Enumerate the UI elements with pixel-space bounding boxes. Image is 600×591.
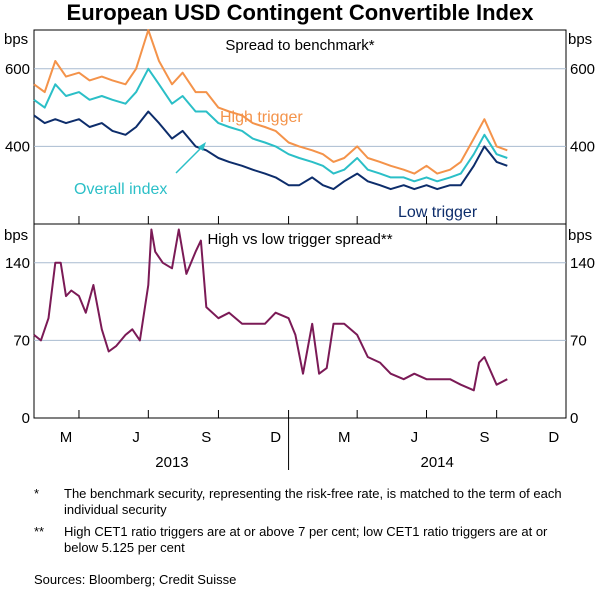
y-tick-label-left: 600 xyxy=(5,61,30,78)
legend-low-trigger: Low trigger xyxy=(398,204,478,221)
x-tick-label: D xyxy=(548,429,559,446)
y-tick-label-right: 140 xyxy=(570,255,595,272)
footnote-text: High CET1 ratio triggers are at or above… xyxy=(64,524,548,555)
y-tick-label-right: 0 xyxy=(570,410,578,427)
footnote-mark: ** xyxy=(34,524,45,539)
axis-layer: 400 400 600 600 0 0 70 70 140 140 M J S D M J S D 2013 2014 xyxy=(5,61,595,471)
year-label: 2013 xyxy=(155,454,188,471)
x-tick-label: M xyxy=(338,429,351,446)
top-left-unit: bps xyxy=(4,31,28,48)
x-tick-label: D xyxy=(270,429,281,446)
series-layer xyxy=(33,29,508,392)
footnotes: * The benchmark security, representing t… xyxy=(34,486,574,562)
year-label: 2014 xyxy=(421,454,454,471)
series-line-high-trigger xyxy=(33,29,508,175)
y-tick-label-right: 400 xyxy=(570,138,595,155)
chart-title: European USD Contingent Convertible Inde… xyxy=(67,0,535,25)
footnote: ** High CET1 ratio triggers are at or ab… xyxy=(34,524,574,556)
overall-index-pointer-head xyxy=(198,142,206,151)
x-tick-label: S xyxy=(201,429,211,446)
y-tick-label-left: 140 xyxy=(5,255,30,272)
y-tick-label-left: 70 xyxy=(13,332,30,349)
footnote-text: The benchmark security, representing the… xyxy=(64,486,562,517)
x-tick-label: M xyxy=(60,429,73,446)
top-panel-subtitle: Spread to benchmark* xyxy=(225,37,374,54)
y-tick-label-left: 0 xyxy=(22,410,30,427)
chart-svg: European USD Contingent Convertible Inde… xyxy=(4,0,595,471)
series-line-high-vs-low-trigger-spread xyxy=(33,228,508,392)
series-line-overall-index xyxy=(33,67,508,183)
x-tick-label: S xyxy=(479,429,489,446)
overall-index-pointer xyxy=(175,145,204,174)
sources-line: Sources: Bloomberg; Credit Suisse xyxy=(34,572,237,587)
footnote-mark: * xyxy=(34,486,40,501)
y-tick-label-right: 600 xyxy=(570,61,595,78)
x-tick-label: J xyxy=(411,429,419,446)
bottom-left-unit: bps xyxy=(4,227,28,244)
bottom-right-unit: bps xyxy=(568,227,592,244)
x-tick-label: J xyxy=(132,429,140,446)
series-line-low-trigger xyxy=(33,110,508,191)
footnote: * The benchmark security, representing t… xyxy=(34,486,574,518)
bottom-panel-subtitle: High vs low trigger spread** xyxy=(207,231,392,248)
top-right-unit: bps xyxy=(568,31,592,48)
legend-high-trigger: High trigger xyxy=(220,109,303,126)
bottom-panel-frame xyxy=(33,223,567,419)
y-tick-label-right: 70 xyxy=(570,332,587,349)
y-tick-label-left: 400 xyxy=(5,138,30,155)
legend-overall-index: Overall index xyxy=(74,181,167,198)
